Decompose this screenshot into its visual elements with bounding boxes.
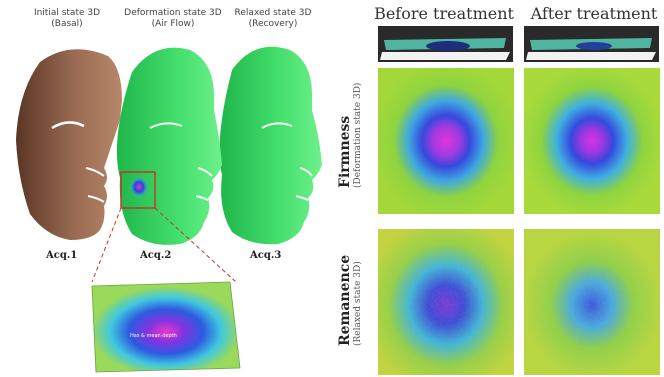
acq3-title: Relaxed state 3D: [234, 8, 312, 18]
face-relaxed: [219, 46, 322, 245]
highlight-box: [120, 171, 156, 209]
firmness-row-label: Firmness (Deformation state 3D): [337, 83, 363, 188]
acq2-title: Deformation state 3D: [124, 8, 222, 18]
acq2-caption: Deformation state 3D (Air Flow): [118, 8, 228, 30]
profile-strip-after: [524, 26, 659, 62]
zoom-label: Has & mean depth: [130, 333, 177, 339]
firmness-before-map: [378, 68, 514, 214]
profile-strip-before: [378, 26, 513, 62]
acq3-subtitle: (Recovery): [248, 19, 298, 29]
firmness-label: Firmness: [337, 115, 353, 188]
before-treatment-header: Before treatment: [374, 4, 514, 23]
remanence-label: Remanence: [337, 254, 353, 346]
after-treatment-header: After treatment: [530, 4, 658, 23]
firmness-sublabel: (Deformation state 3D): [353, 82, 363, 188]
zoom-line-left: [91, 207, 122, 283]
acq1-title: Initial state 3D: [33, 8, 101, 18]
zoom-surface: [91, 281, 241, 373]
zoom-line-right: [154, 207, 237, 283]
remanence-row-label: Remanence (Relaxed state 3D): [337, 255, 363, 346]
acq3-caption: Relaxed state 3D (Recovery): [218, 8, 328, 30]
remanence-sublabel: (Relaxed state 3D): [353, 261, 363, 346]
acq1-caption: Initial state 3D (Basal): [12, 8, 122, 30]
face-illustration: [16, 46, 322, 373]
acq3-label: Acq.3: [250, 250, 282, 261]
face-basal: [16, 49, 122, 241]
acq1-label: Acq.1: [46, 250, 78, 261]
remanence-after-map: [524, 229, 660, 375]
remanence-before-map: [378, 229, 514, 375]
firmness-after-map: [524, 68, 660, 214]
face-deformation: [116, 47, 222, 245]
acq2-label: Acq.2: [140, 250, 172, 261]
acq1-subtitle: (Basal): [51, 19, 83, 29]
acq2-subtitle: (Air Flow): [151, 19, 195, 29]
